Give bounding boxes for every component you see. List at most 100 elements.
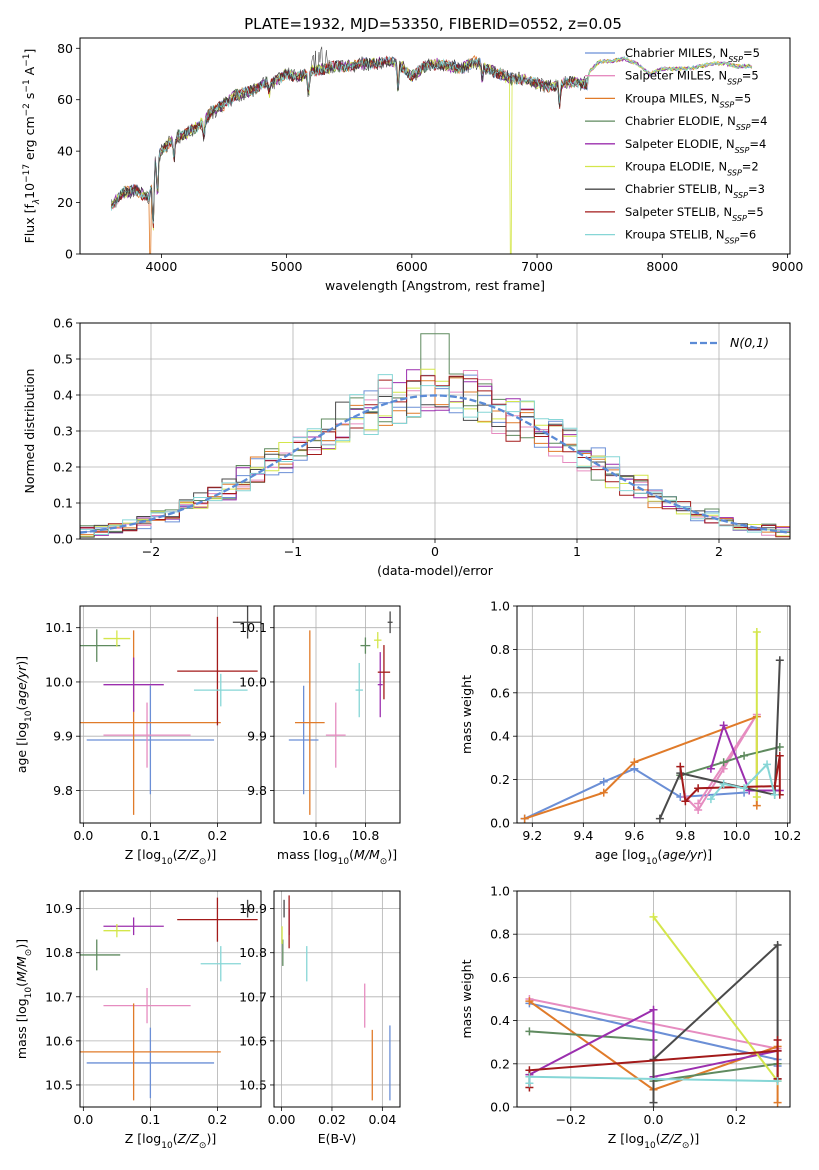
label-part: Z [log (125, 1131, 161, 1146)
label-part: −2 (22, 103, 32, 116)
tick-label-x: 2 (715, 544, 723, 559)
legend-label-sub: SSP (727, 77, 742, 86)
label-part: ( (173, 847, 178, 862)
errorbar-point-salpeter_stelib (377, 645, 391, 700)
weight-marker-chabrier_stelib (773, 941, 782, 949)
label-part: )] (689, 1131, 699, 1146)
chart-weight_vs_age: 9.2 9.4 9.6 9.8 10.0 10.2 0.0 0.2 0.4 0.6 0.8 1.0 ag… (459, 599, 801, 868)
axes-frame (79, 37, 791, 255)
label-part: )] (14, 939, 29, 949)
weight-marker-chabrier_elodie (740, 751, 749, 760)
label-part: )] (387, 847, 397, 862)
tick-label-y: 0 (65, 247, 73, 262)
legend-label-suffix: =5 (742, 69, 759, 83)
legend-label-suffix: =4 (751, 114, 768, 128)
errorbar-point-kroupa_stelib (200, 946, 241, 982)
legend-label-suffix: =3 (748, 182, 765, 196)
tick-label-x: −0.2 (556, 1112, 586, 1127)
tick-label-x: 0.1 (140, 828, 160, 843)
label-part: age/yr (14, 665, 29, 706)
x-axis-label: E(B-V) (318, 1131, 357, 1146)
legend-label-salpeter_stelib: Salpeter STELIB, NSSP=5 (625, 205, 764, 223)
label-part: 10 (161, 1141, 173, 1151)
weight-marker-chabrier_stelib (775, 656, 784, 665)
weight-marker-chabrier_elodie (719, 758, 728, 767)
plot-area-weight_vs_age (520, 628, 784, 823)
weight-marker-kroupa_stelib (740, 784, 749, 793)
legend-label-chabrier_elodie: Chabrier ELODIE, NSSP=4 (625, 114, 767, 132)
weight-marker-chabrier_elodie (525, 1027, 534, 1036)
label-part: Flux [f (22, 204, 37, 244)
legend-label-main: Chabrier STELIB, N (625, 182, 733, 196)
plot-layer: 4000 5000 6000 7000 8000 9000020406080wavelen… (14, 37, 803, 1151)
label-part: Z/Z (177, 1131, 200, 1146)
legend-label-suffix: =2 (742, 160, 759, 174)
errorbar-point-chabrier_miles (86, 1027, 215, 1099)
weight-marker-kroupa_stelib (719, 779, 728, 788)
label-part: ( (14, 982, 29, 987)
tick-label-x: 9.8 (675, 828, 695, 843)
label-part: 10 (24, 710, 34, 722)
legend-label-sub: SSP (732, 213, 747, 222)
tick-label-y: 0.5 (53, 352, 73, 367)
tick-label-x: 7000 (521, 259, 553, 274)
tick-label-y: 10.8 (45, 945, 73, 960)
x-axis-label: age [log10(age/yr)] (595, 847, 712, 867)
weight-marker-kroupa_stelib (763, 760, 772, 769)
legend-label-main: Salpeter STELIB, N (625, 205, 732, 219)
y-axis-label: mass weight (459, 959, 474, 1038)
y-axis-label: mass weight (459, 675, 474, 754)
label-part: −1 (22, 79, 32, 92)
plot-area-mass_vs_ebv (281, 895, 391, 1101)
errorbar-point-kroupa_miles (295, 630, 325, 815)
tick-label-x: −2 (142, 544, 160, 559)
legend-label-chabrier_stelib: Chabrier STELIB, NSSP=3 (625, 182, 765, 200)
tick-label-x: 0.2 (207, 1112, 227, 1127)
errorbar-point-salpeter_elodie (103, 917, 164, 936)
tick-label-y: 0.8 (490, 642, 510, 657)
errorbar-point-chabrier_stelib (240, 899, 255, 918)
errorbar-point-chabrier_miles (288, 685, 319, 795)
legend-label-sub: SSP (725, 236, 740, 245)
chart-age_vs_z: 0.0 0.1 0.29.89.910.010.1Z [log10(Z/Z⊙)]ag… (14, 605, 262, 867)
label-part: ⊙ (24, 949, 34, 957)
tick-label-x: 10.8 (351, 828, 379, 843)
label-part: age [log (14, 722, 29, 773)
chart-residuals: −2 −1 0 1 2 0.0 0.1 0.2 0.3 0.4 0.5 0.6 (data-model)… (22, 316, 791, 578)
tick-label-x: 0.0 (73, 828, 93, 843)
y-axis-label: mass [log10(M/M⊙)] (14, 939, 34, 1059)
axes-frame (273, 890, 401, 1108)
weight-marker-kroupa_stelib (770, 790, 779, 799)
chart-weight_vs_z: −0.2 0.0 0.2 0.0 0.2 0.4 0.6 0.8 1.0 Z [log10(Z/Z… (459, 884, 791, 1151)
legend-label-main: Chabrier MILES, N (625, 46, 728, 60)
histogram-salpeter_stelib (80, 375, 790, 539)
plot-area-age_vs_z (80, 606, 261, 815)
tick-label-y: 80 (57, 41, 73, 56)
normal-reference-curve (80, 394, 790, 534)
errorbar-point-salpeter_miles (103, 987, 191, 1024)
tick-label-y: 10.7 (239, 989, 267, 1004)
weight-marker-kroupa_stelib (773, 1077, 782, 1086)
y-axis-label: Flux [fλ10−17 erg cm−2 s−1 A−1] (22, 49, 42, 244)
tick-label-y: 9.8 (53, 783, 73, 798)
label-part: ( (173, 1131, 178, 1146)
y-axis-label: age [log10(age/yr)] (14, 656, 34, 773)
tick-label-y: 1.0 (490, 599, 510, 614)
tick-label-x: 0.1 (140, 1112, 160, 1127)
tick-label-y: 0.4 (490, 729, 510, 744)
x-axis-label: wavelength [Angstrom, rest frame] (325, 278, 545, 293)
legend-label-salpeter_miles: Salpeter MILES, NSSP=5 (625, 69, 759, 87)
label-part: ⊙ (199, 857, 207, 867)
tick-label-y: 40 (57, 144, 73, 159)
tick-label-y: 0.3 (53, 424, 73, 439)
tick-label-x: 9.4 (573, 828, 593, 843)
tick-label-y: 0.0 (53, 532, 73, 547)
weight-line-salpeter_elodie (528, 1008, 778, 1079)
plot-area-residuals (80, 333, 790, 539)
label-part: Z [log (125, 847, 161, 862)
chart-mass_vs_z: 0.0 0.1 0.210.510.610.710.810.9Z [log10(Z/… (14, 890, 262, 1151)
legend-label-sub: SSP (735, 145, 750, 154)
tick-label-x: 4000 (145, 259, 177, 274)
label-part: 10 (161, 857, 173, 867)
weight-marker-kroupa_miles (520, 814, 529, 823)
